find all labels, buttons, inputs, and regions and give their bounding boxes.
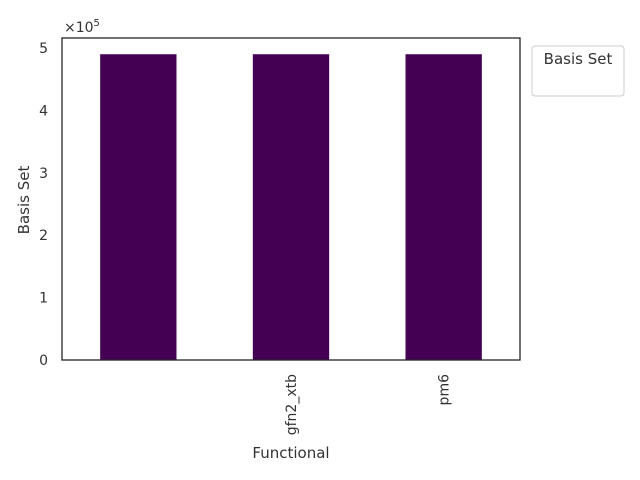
y-ticks-group: 0 1 2 3 4 5	[39, 41, 48, 369]
bar-gfn2_xtb	[252, 54, 330, 361]
bars-group	[100, 54, 482, 361]
y-tick-label: 3	[39, 166, 48, 182]
bar-pm6	[405, 54, 482, 361]
plot-frame	[61, 37, 521, 361]
y-tick-label: 5	[39, 41, 48, 57]
y-offset-exponent: 5	[94, 18, 100, 29]
x-tick-label: gfn2_xtb	[284, 374, 300, 435]
legend-box	[531, 45, 625, 97]
legend-title: Basis Set	[544, 50, 613, 68]
x-axis-title: Functional	[252, 444, 329, 462]
x-tick-label: pm6	[437, 374, 453, 406]
x-ticks-group: gfn2_xtb pm6	[284, 374, 453, 435]
y-offset-label: ×105	[64, 18, 100, 36]
bar-category-1	[100, 54, 177, 361]
y-tick-label: 2	[39, 228, 48, 244]
y-tick-label: 4	[39, 103, 48, 119]
legend: Basis Set	[531, 45, 625, 97]
y-axis-title: Basis Set	[15, 166, 33, 235]
y-tick-label: 0	[39, 353, 48, 369]
y-tick-label: 1	[39, 291, 48, 307]
